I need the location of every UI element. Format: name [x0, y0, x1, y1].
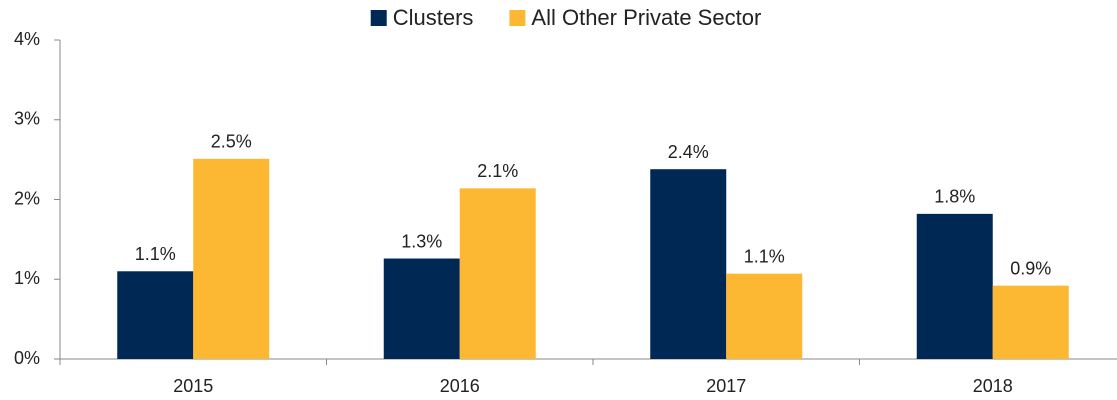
- bar: [193, 158, 270, 359]
- y-tick-label: 0%: [14, 348, 40, 368]
- x-tick-label: 2015: [173, 376, 213, 396]
- x-tick-label: 2016: [440, 376, 480, 396]
- bar: [459, 188, 536, 359]
- value-label: 2.5%: [211, 132, 252, 152]
- y-tick-label: 1%: [14, 268, 40, 288]
- value-label: 1.1%: [744, 246, 785, 266]
- value-label: 2.1%: [477, 161, 518, 181]
- bar: [650, 169, 727, 359]
- bar: [916, 213, 993, 359]
- y-tick-label: 3%: [14, 109, 40, 129]
- value-label: 2.4%: [668, 142, 709, 162]
- y-tick-label: 4%: [14, 29, 40, 49]
- bar: [383, 258, 460, 359]
- legend-swatch: [509, 10, 526, 26]
- value-label: 1.8%: [934, 187, 975, 207]
- bar: [992, 285, 1069, 359]
- legend-label: Clusters: [393, 5, 474, 30]
- legend-swatch: [370, 10, 387, 26]
- legend-label: All Other Private Sector: [531, 5, 761, 30]
- bar: [726, 273, 803, 359]
- value-label: 0.9%: [1010, 258, 1051, 278]
- bar: [117, 271, 194, 359]
- value-label: 1.3%: [401, 231, 442, 251]
- x-tick-label: 2017: [706, 376, 746, 396]
- value-label: 1.1%: [135, 244, 176, 264]
- x-tick-label: 2018: [973, 376, 1013, 396]
- y-tick-label: 2%: [14, 188, 40, 208]
